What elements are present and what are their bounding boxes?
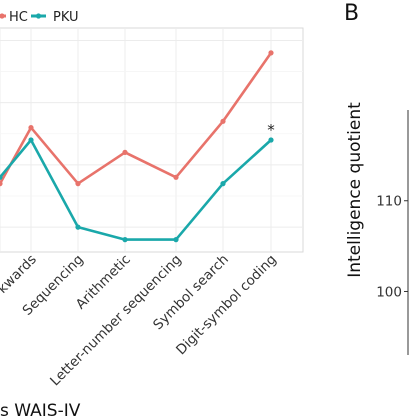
- data-point-hc-2: [75, 181, 81, 187]
- panel-b-y-tick-label-100: 100: [376, 284, 402, 300]
- panel-b-chart: B Intelligence quotient 100 110: [344, 1, 409, 355]
- legend-hc-label: HC: [9, 10, 28, 25]
- data-point-pku-0: [0, 174, 3, 180]
- panel-b-y-ticks: 100 110: [376, 194, 408, 300]
- panel-b-y-axis-title: Intelligence quotient: [345, 102, 365, 278]
- data-point-hc-1: [28, 125, 34, 131]
- panel-b-y-tick-label-110: 110: [376, 194, 402, 210]
- legend-pku-label: PKU: [53, 10, 79, 25]
- panel-a-chart: kwardsSequencingArithmeticLetter-number …: [0, 10, 304, 420]
- data-point-hc-6: [268, 50, 274, 56]
- significance-marker: *: [267, 121, 275, 139]
- data-point-pku-6: [268, 137, 274, 143]
- panel-a-x-axis-title: s WAIS-IV: [0, 401, 81, 420]
- panel-a-points: [0, 50, 274, 243]
- panel-b-label: B: [344, 1, 359, 26]
- panel-a-x-tick-labels: kwardsSequencingArithmeticLetter-number …: [0, 252, 280, 390]
- data-point-hc-4: [173, 174, 179, 180]
- data-point-pku-1: [28, 137, 34, 143]
- data-point-pku-5: [220, 181, 226, 187]
- data-point-hc-5: [220, 118, 226, 124]
- data-point-pku-3: [122, 237, 128, 243]
- x-tick-label-1: kwards: [0, 252, 40, 297]
- data-point-hc-3: [122, 149, 128, 155]
- panel-a-legend: HC PKU: [0, 10, 79, 25]
- data-point-pku-2: [75, 224, 81, 230]
- data-point-pku-4: [173, 237, 179, 243]
- panel-a-plot-area: [0, 27, 304, 253]
- legend-hc-marker: [0, 13, 5, 19]
- legend-pku-marker: [35, 13, 42, 19]
- data-point-hc-0: [0, 181, 3, 187]
- panel-a-annotations: *: [267, 121, 275, 139]
